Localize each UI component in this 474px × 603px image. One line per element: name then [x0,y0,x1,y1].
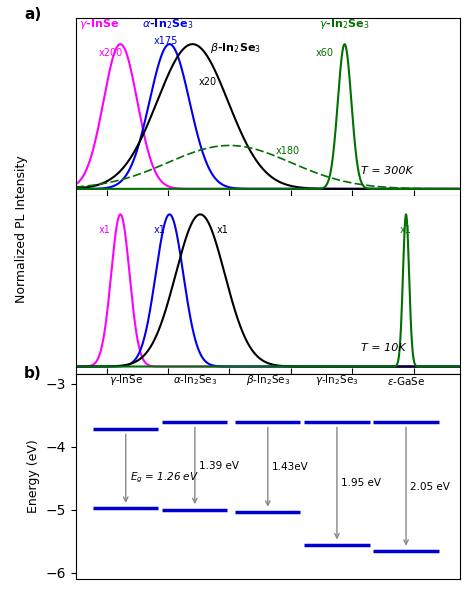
Text: $\gamma$-In$_2$Se$_3$: $\gamma$-In$_2$Se$_3$ [319,17,370,31]
Text: a): a) [24,7,41,22]
Text: $\beta$-In$_2$Se$_3$: $\beta$-In$_2$Se$_3$ [210,42,261,55]
Text: x200: x200 [99,48,123,58]
Text: 2.05 eV: 2.05 eV [410,482,450,491]
Y-axis label: Energy (eV): Energy (eV) [27,440,40,513]
Text: x1: x1 [154,225,166,235]
Text: x1: x1 [217,225,229,235]
X-axis label: Energy (eV): Energy (eV) [231,396,305,409]
Text: x180: x180 [275,146,300,156]
Text: $\gamma$-InSe: $\gamma$-InSe [79,17,119,31]
Text: $\gamma$-InSe: $\gamma$-InSe [109,373,143,387]
Text: T = 10K: T = 10K [362,343,406,353]
Text: $\alpha$-In$_2$Se$_3$: $\alpha$-In$_2$Se$_3$ [173,373,217,387]
Text: x60: x60 [315,48,333,58]
Text: $\varepsilon$-GaSe: $\varepsilon$-GaSe [387,374,425,387]
Text: $\gamma$-In$_2$Se$_3$: $\gamma$-In$_2$Se$_3$ [315,373,359,387]
Text: x175: x175 [154,36,179,46]
Text: x1: x1 [400,225,412,235]
Text: 1.39 eV: 1.39 eV [199,461,239,471]
Text: x20: x20 [199,77,217,87]
Text: $\alpha$-In$_2$Se$_3$: $\alpha$-In$_2$Se$_3$ [142,17,193,31]
Text: T = 300K: T = 300K [362,166,413,177]
Text: x1: x1 [99,225,111,235]
Text: Normalized PL Intensity: Normalized PL Intensity [15,155,28,303]
Text: 1.43eV: 1.43eV [272,462,309,472]
Text: 1.95 eV: 1.95 eV [341,478,381,488]
Text: $E_g$ = 1.26 eV: $E_g$ = 1.26 eV [129,471,199,485]
Text: b): b) [24,366,42,381]
Text: $\beta$-In$_2$Se$_3$: $\beta$-In$_2$Se$_3$ [246,373,290,387]
